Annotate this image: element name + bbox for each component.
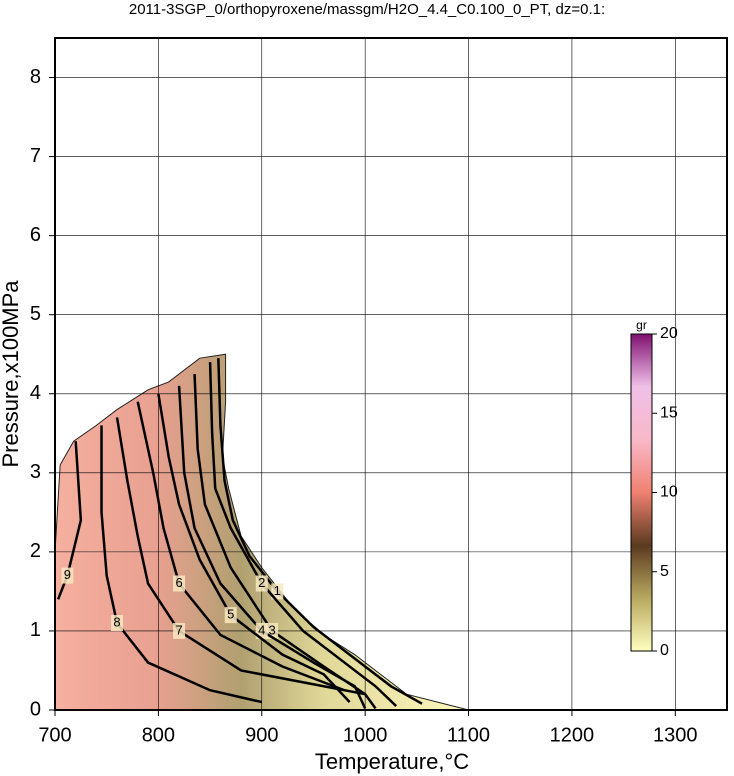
x-tick-label: 1100 [447,724,490,746]
contour-label-bg [111,615,124,632]
y-tick-label: 3 [30,461,41,483]
contour-line [217,358,423,705]
y-tick-label: 7 [30,145,41,167]
colorbar-tick-label: 10 [660,484,678,501]
colorbar [630,333,653,652]
contour-label: 1 [274,583,281,598]
contour-label-bg [61,567,74,584]
colorbar-label: gr [636,318,647,332]
chart-title: 2011-3SGP_0/orthopyroxene/massgm/H2O_4.4… [129,1,605,18]
x-tick-label: 1000 [343,724,388,746]
contour-label: 4 [258,622,265,637]
colorbar-tick-label: 5 [660,563,669,580]
contour-label: 6 [175,575,182,590]
y-tick-label: 0 [30,698,41,720]
contour-line [193,373,377,710]
contour-label: 7 [175,622,182,637]
contour-label: 2 [258,575,265,590]
contour-label-bg [224,607,237,624]
x-axis-label: Temperature,°C [315,749,469,774]
contour-label: 9 [64,567,71,582]
y-tick-label: 2 [30,540,41,562]
colorbar-tick-label: 20 [660,325,678,342]
colorbar-tick-label: 0 [660,642,669,659]
contour-label: 3 [268,622,275,637]
contour-line [157,393,351,703]
x-tick-label: 700 [38,724,71,746]
contour-label-bg [173,575,186,592]
x-tick-label: 900 [245,724,278,746]
contour-line [177,385,367,709]
y-tick-label: 4 [30,382,41,404]
y-tick-label: 6 [30,224,41,246]
colorbar-tick-label: 15 [660,404,678,421]
plot-frame [54,37,728,711]
x-tick-label: 1300 [653,724,698,746]
contour-line [115,417,366,696]
x-tick-label: 800 [142,724,175,746]
contour-label: 8 [113,614,120,629]
contour-label-bg [255,622,268,639]
contour-line [56,441,83,600]
y-tick-label: 1 [30,619,41,641]
x-tick-label: 1200 [550,724,595,746]
contour-label: 5 [227,607,234,622]
contour-label-bg [255,575,268,592]
contour-label-bg [173,622,186,639]
y-tick-label: 8 [30,66,41,88]
y-axis-label: Pressure,x100MPa [0,280,23,468]
contour-label-bg [271,583,284,600]
y-tick-label: 5 [30,303,41,325]
